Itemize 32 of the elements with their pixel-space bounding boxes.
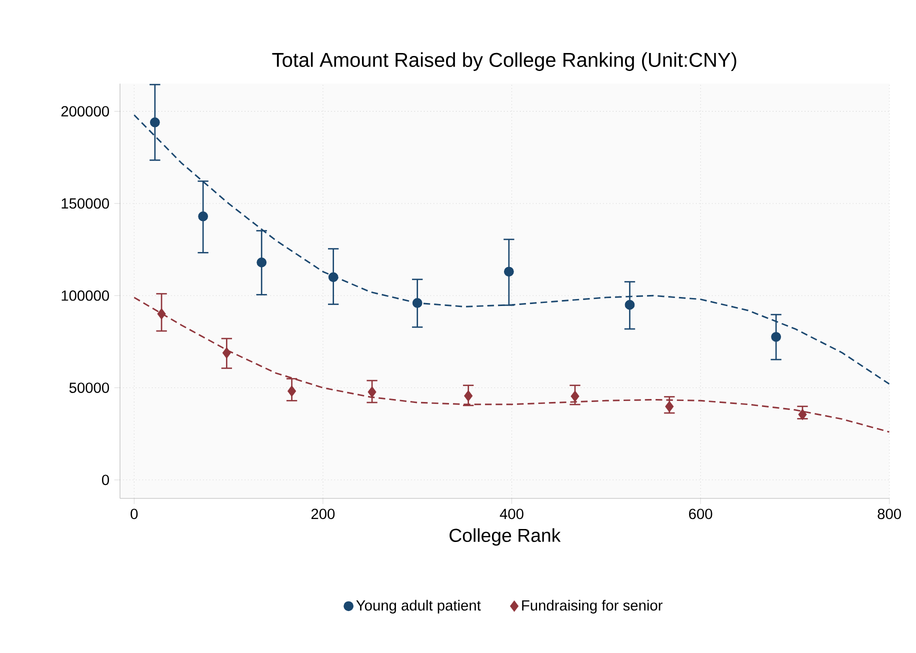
point <box>368 386 376 398</box>
point <box>288 385 296 397</box>
chart-title: Total Amount Raised by College Ranking (Unit:CNY) <box>272 52 736 71</box>
x-axis-title: College Rank <box>450 528 561 546</box>
point <box>328 272 338 282</box>
x-tick-label: 600 <box>689 508 712 520</box>
line-series <box>133 114 890 385</box>
point <box>412 298 422 308</box>
y-tick-label: 200000 <box>61 106 109 117</box>
point <box>665 400 674 412</box>
y-tick-label: 100000 <box>62 290 109 301</box>
x-tick-label: 800 <box>878 508 901 520</box>
y-tick-label: 0 <box>102 474 110 486</box>
point <box>504 266 514 277</box>
legend-label: Fundraising for senior <box>522 600 663 614</box>
x-tick-label: 0 <box>130 508 138 520</box>
point <box>798 408 807 420</box>
line-series <box>133 296 890 433</box>
point <box>198 211 208 222</box>
point <box>222 347 231 359</box>
x-tick-label: 200 <box>311 508 335 520</box>
x-tick-label: 400 <box>500 508 524 520</box>
legend-label: Young adult patient <box>356 600 481 614</box>
point <box>464 390 473 402</box>
point <box>570 390 580 402</box>
point <box>157 308 166 320</box>
point <box>256 257 267 268</box>
y-tick-label: 50000 <box>69 382 110 393</box>
point <box>624 300 635 310</box>
y-tick-label: 150000 <box>62 198 109 209</box>
point <box>150 117 160 128</box>
point <box>771 332 782 342</box>
